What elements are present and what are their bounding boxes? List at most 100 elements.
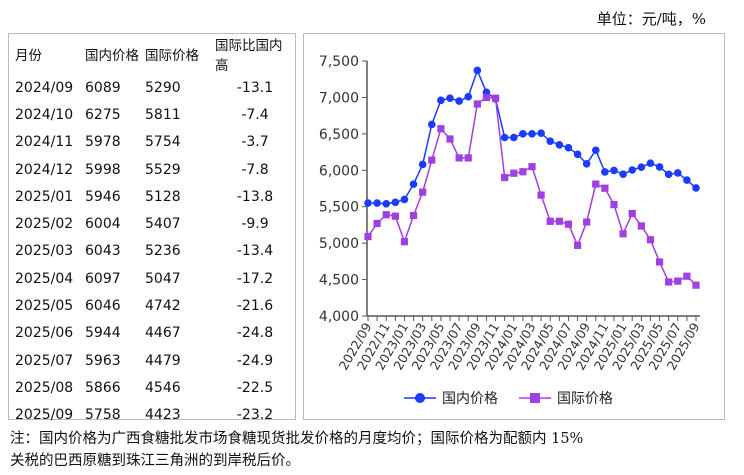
data-point (537, 129, 545, 137)
data-point (519, 130, 527, 138)
data-point (373, 219, 381, 228)
chart-svg: 4,000 4,500 5,000 5,500 6,000 6,500 7,000 7,500… (319, 54, 703, 407)
data-point (455, 97, 463, 105)
cell-month: 2025/06 (15, 325, 74, 342)
data-point (382, 200, 391, 208)
cell-diff: -21.6 (236, 298, 274, 315)
data-point (583, 218, 591, 226)
legend-marker (415, 393, 425, 403)
cell-diff: -13.8 (236, 188, 274, 205)
data-point (510, 169, 518, 177)
table-row: 2025/01 5946 5128 -13.8 (9, 183, 295, 210)
data-point (610, 166, 618, 175)
cell-diff: -13.1 (236, 79, 274, 96)
data-point (546, 137, 555, 145)
data-point (491, 94, 500, 102)
legend-label: 国际价格 (557, 391, 613, 407)
footnote: 注：国内价格为广西食糖批发市场食糖现货批发价格的月度均价；国际价格为配额内 15… (10, 428, 583, 472)
data-point (400, 238, 409, 246)
cell-international: 5811 (145, 106, 181, 123)
data-point (610, 201, 618, 209)
table-row: 2025/09 5758 4423 -23.2 (9, 402, 295, 429)
data-point (473, 66, 482, 75)
table-row: 2024/10 6275 5811 -7.4 (9, 101, 295, 128)
footnote-line-1: 注：国内价格为广西食糖批发市场食糖现货批发价格的月度均价；国际价格为配额内 15… (10, 431, 584, 447)
y-tick-label: 5,500 (319, 200, 359, 216)
data-point (683, 176, 691, 184)
legend-marker (530, 393, 540, 403)
cell-diff: -7.4 (241, 106, 269, 123)
y-tick-label: 5,000 (319, 236, 359, 252)
y-tick-label: 6,000 (319, 163, 359, 179)
legend-label: 国内价格 (442, 391, 498, 407)
cell-diff: -17.2 (236, 270, 274, 287)
cell-month: 2025/03 (15, 243, 74, 260)
cell-international: 4467 (145, 325, 181, 342)
cell-month: 2025/09 (15, 407, 74, 424)
cell-month: 2025/02 (15, 216, 74, 233)
table-row: 2025/03 6043 5236 -13.4 (9, 238, 295, 265)
data-point (692, 281, 700, 289)
y-tick-label: 6,500 (319, 127, 359, 143)
cell-international: 5128 (145, 188, 181, 205)
cell-month: 2024/09 (15, 79, 74, 96)
cell-international: 4479 (145, 352, 181, 369)
y-tick-label: 7,500 (319, 54, 359, 70)
data-point (427, 120, 436, 129)
data-point (674, 277, 682, 285)
data-point (400, 195, 409, 204)
table-row: 2024/11 5978 5754 -3.7 (9, 129, 295, 156)
data-point (501, 173, 509, 182)
data-point (619, 170, 627, 179)
data-point (673, 169, 682, 177)
data-point (482, 93, 491, 102)
data-point (528, 163, 536, 171)
data-point (419, 188, 427, 196)
data-point (546, 217, 554, 225)
data-point (646, 236, 655, 244)
data-point (364, 199, 372, 207)
y-tick-label: 4,000 (319, 309, 359, 325)
data-point (573, 241, 582, 249)
cell-domestic: 6275 (85, 106, 121, 123)
data-point (628, 166, 637, 174)
data-point (364, 232, 372, 241)
cell-diff: -7.8 (241, 161, 269, 178)
cell-month: 2025/01 (15, 188, 74, 205)
table-row: 2024/09 6089 5290 -13.1 (9, 74, 295, 101)
cell-month: 2025/04 (15, 270, 74, 287)
data-point (373, 199, 381, 207)
data-point (555, 140, 564, 149)
table-row: 2025/05 6046 4742 -21.6 (9, 292, 295, 319)
cell-month: 2024/11 (15, 134, 74, 151)
data-point (637, 163, 646, 171)
table-header: 月份 国内价格 国际价格 国际比国内高 (9, 34, 295, 74)
cell-diff: -13.4 (236, 243, 274, 260)
cell-international: 4546 (145, 379, 181, 396)
table-row: 2025/02 6004 5407 -9.9 (9, 210, 295, 237)
header-diff: 国际比国内高 (215, 38, 283, 74)
data-point (646, 159, 655, 168)
cell-domestic: 5946 (85, 188, 121, 205)
table-row: 2025/07 5963 4479 -24.9 (9, 347, 295, 374)
data-point (473, 100, 481, 108)
data-point (500, 133, 509, 142)
cell-diff: -22.5 (236, 379, 274, 396)
data-point (692, 184, 700, 192)
data-point (519, 168, 527, 176)
cell-diff: -9.9 (241, 216, 269, 233)
cell-domestic: 6089 (85, 79, 121, 96)
data-point (637, 222, 645, 230)
cell-diff: -24.9 (236, 352, 274, 369)
data-point (601, 168, 609, 176)
data-point (619, 230, 627, 238)
cell-international: 5407 (145, 216, 181, 233)
cell-month: 2025/08 (15, 379, 74, 396)
data-point (455, 154, 463, 162)
data-point (446, 94, 454, 102)
cell-diff: -3.7 (241, 134, 269, 151)
data-point (592, 180, 600, 188)
table-row: 2025/04 6097 5047 -17.2 (9, 265, 295, 292)
data-point (464, 154, 472, 162)
cell-diff: -23.2 (236, 407, 274, 424)
